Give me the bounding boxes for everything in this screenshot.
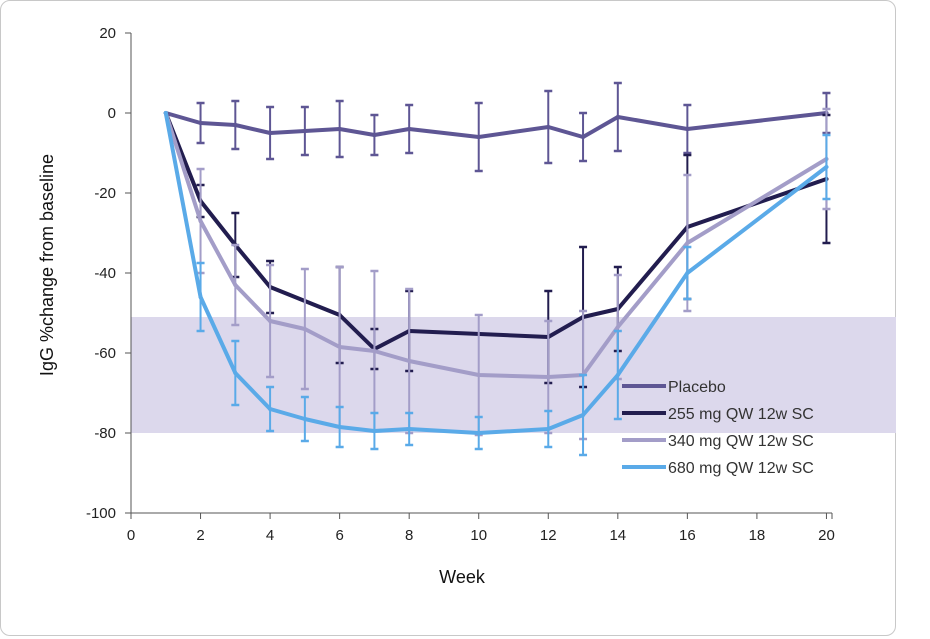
legend-label: 255 mg QW 12w SC	[668, 406, 814, 423]
data-point	[685, 271, 690, 275]
data-point	[546, 125, 551, 129]
x-tick-label: 16	[679, 527, 696, 544]
y-axis-title: IgG %change from baseline	[37, 154, 57, 376]
data-point	[268, 131, 273, 135]
x-tick-label: 4	[266, 527, 274, 544]
data-point	[476, 431, 481, 435]
data-point	[476, 373, 481, 377]
data-point	[198, 219, 203, 223]
x-tick-label: 12	[540, 527, 557, 544]
data-point	[546, 375, 551, 379]
x-tick-label: 10	[470, 527, 487, 544]
legend: Placebo 255 mg QW 12w SC 340 mg QW 12w SC 6…	[622, 379, 814, 477]
series-line	[163, 111, 829, 435]
data-point	[268, 319, 273, 323]
data-point	[407, 427, 412, 431]
data-point	[407, 359, 412, 363]
data-point	[476, 135, 481, 139]
data-point	[198, 295, 203, 299]
x-tick-label: 6	[335, 527, 343, 544]
data-point	[302, 327, 307, 331]
data-point	[685, 241, 690, 245]
series-layer	[163, 81, 831, 457]
x-tick-label: 14	[609, 527, 626, 544]
legend-label: 340 mg QW 12w SC	[668, 433, 814, 450]
series-line	[163, 111, 829, 379]
y-tick-label: -20	[94, 185, 116, 202]
series-line	[163, 111, 829, 139]
y-ticks: 20 0 -20 -40 -60 -80 -100	[86, 25, 131, 522]
data-point	[233, 371, 238, 375]
legend-label: 680 mg QW 12w SC	[668, 460, 814, 477]
data-point	[615, 325, 620, 329]
x-tick-label: 8	[405, 527, 413, 544]
x-axis-title: Week	[439, 567, 486, 587]
data-point	[302, 417, 307, 421]
data-point	[615, 115, 620, 119]
data-point	[824, 165, 829, 169]
data-point	[198, 121, 203, 125]
data-point	[615, 373, 620, 377]
y-tick-label: -40	[94, 265, 116, 282]
series-1	[163, 81, 831, 173]
data-point	[163, 111, 168, 115]
y-tick-label: 0	[108, 105, 116, 122]
data-point	[268, 407, 273, 411]
data-point	[337, 127, 342, 131]
data-point	[337, 425, 342, 429]
x-tick-label: 0	[127, 527, 135, 544]
x-tick-label: 18	[749, 527, 766, 544]
y-tick-label: -100	[86, 505, 116, 522]
data-point	[546, 427, 551, 431]
data-point	[233, 283, 238, 287]
data-point	[233, 123, 238, 127]
y-tick-label: 20	[99, 25, 116, 42]
x-ticks: 0 2 4 6 8 10 12 14 16 18 20	[127, 513, 835, 544]
x-tick-label: 20	[818, 527, 835, 544]
data-point	[581, 135, 586, 139]
x-tick-label: 2	[196, 527, 204, 544]
data-point	[372, 429, 377, 433]
y-tick-label: -60	[94, 345, 116, 362]
series-4	[163, 111, 831, 457]
data-point	[337, 345, 342, 349]
y-tick-label: -80	[94, 425, 116, 442]
data-point	[407, 127, 412, 131]
data-point	[372, 133, 377, 137]
data-point	[685, 127, 690, 131]
data-point	[581, 413, 586, 417]
data-point	[372, 349, 377, 353]
data-point	[302, 129, 307, 133]
legend-label: Placebo	[668, 379, 726, 396]
series-line	[163, 111, 829, 351]
